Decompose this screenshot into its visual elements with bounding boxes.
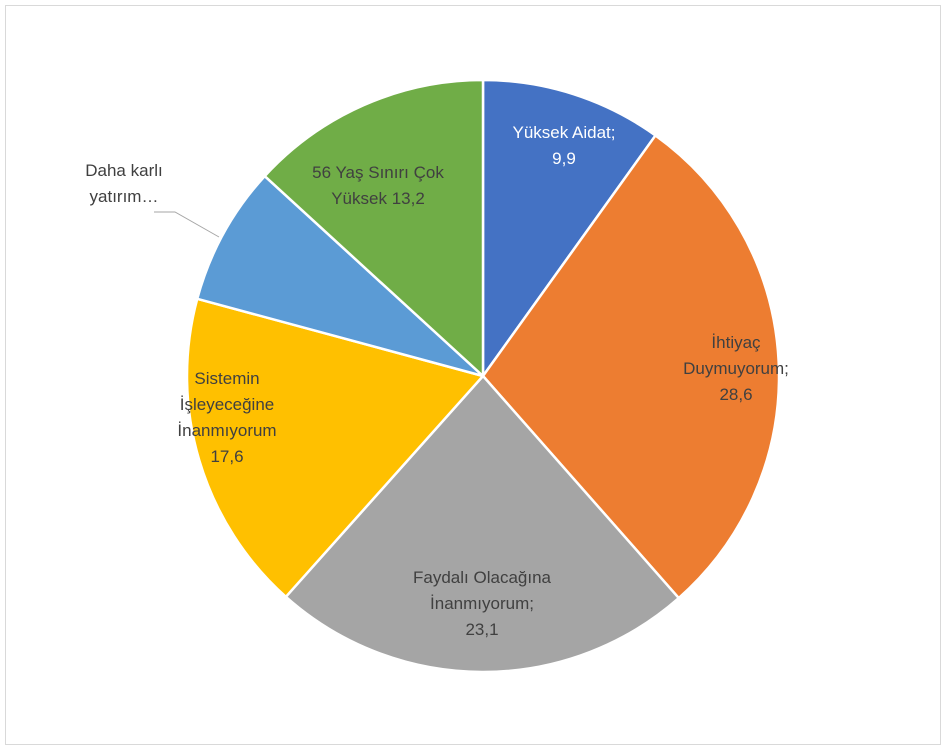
slice-label-3: Faydalı Olacağına İnanmıyorum; 23,1 (413, 568, 552, 639)
slice-label-1: Yüksek Aidat; 9,9 (512, 123, 615, 168)
slice-label-1-line-2: 9,9 (552, 149, 576, 168)
slice-label-2: İhtiyaç Duymuyorum; 28,6 (683, 333, 789, 404)
pie-slice-4 (185, 297, 485, 599)
leader-line (154, 211, 220, 238)
slice-label-4: Sistemin İşleyeceğine İnanmıyorum 17,6 (177, 369, 276, 466)
pie-slice-5 (195, 174, 485, 378)
slice-label-3-line-2: İnanmıyorum; (430, 594, 534, 613)
slice-label-4-line-3: İnanmıyorum (177, 421, 276, 440)
pie-slice-1 (481, 78, 657, 378)
slice-label-5-line-1: Daha karlı (85, 161, 162, 180)
slice-label-3-line-3: 23,1 (465, 620, 498, 639)
slice-label-3-line-1: Faydalı Olacağına (413, 568, 552, 587)
slice-label-6: 56 Yaş Sınırı Çok Yüksek 13,2 (312, 163, 444, 208)
slice-label-2-line-3: 28,6 (719, 385, 752, 404)
slice-label-2-line-1: İhtiyaç (711, 333, 761, 352)
pie-slice-6 (263, 78, 485, 378)
slice-label-4-line-1: Sistemin (194, 369, 259, 388)
slice-label-4-line-4: 17,6 (210, 447, 243, 466)
pie-slice-3 (284, 374, 680, 674)
chart-area: Yüksek Aidat; 9,9 İhtiyaç Duymuyorum; 28,6 Fa… (5, 5, 941, 745)
slice-label-1-line-1: Yüksek Aidat; (512, 123, 615, 142)
pie-slice-2 (481, 134, 781, 600)
slice-label-2-line-2: Duymuyorum; (683, 359, 789, 378)
slice-label-4-line-2: İşleyeceğine (180, 395, 275, 414)
slice-label-5: Daha karlı yatırım… (85, 161, 162, 206)
slice-label-6-line-2: Yüksek 13,2 (331, 189, 425, 208)
pie-chart: Yüksek Aidat; 9,9 İhtiyaç Duymuyorum; 28,6 Fa… (85, 78, 789, 674)
slice-label-6-line-1: 56 Yaş Sınırı Çok (312, 163, 444, 182)
slice-label-5-line-2: yatırım… (90, 187, 159, 206)
